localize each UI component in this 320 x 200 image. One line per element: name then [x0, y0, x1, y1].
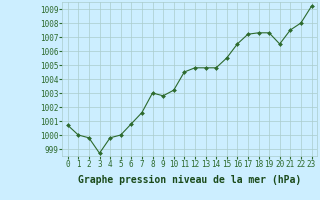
X-axis label: Graphe pression niveau de la mer (hPa): Graphe pression niveau de la mer (hPa)	[78, 175, 301, 185]
